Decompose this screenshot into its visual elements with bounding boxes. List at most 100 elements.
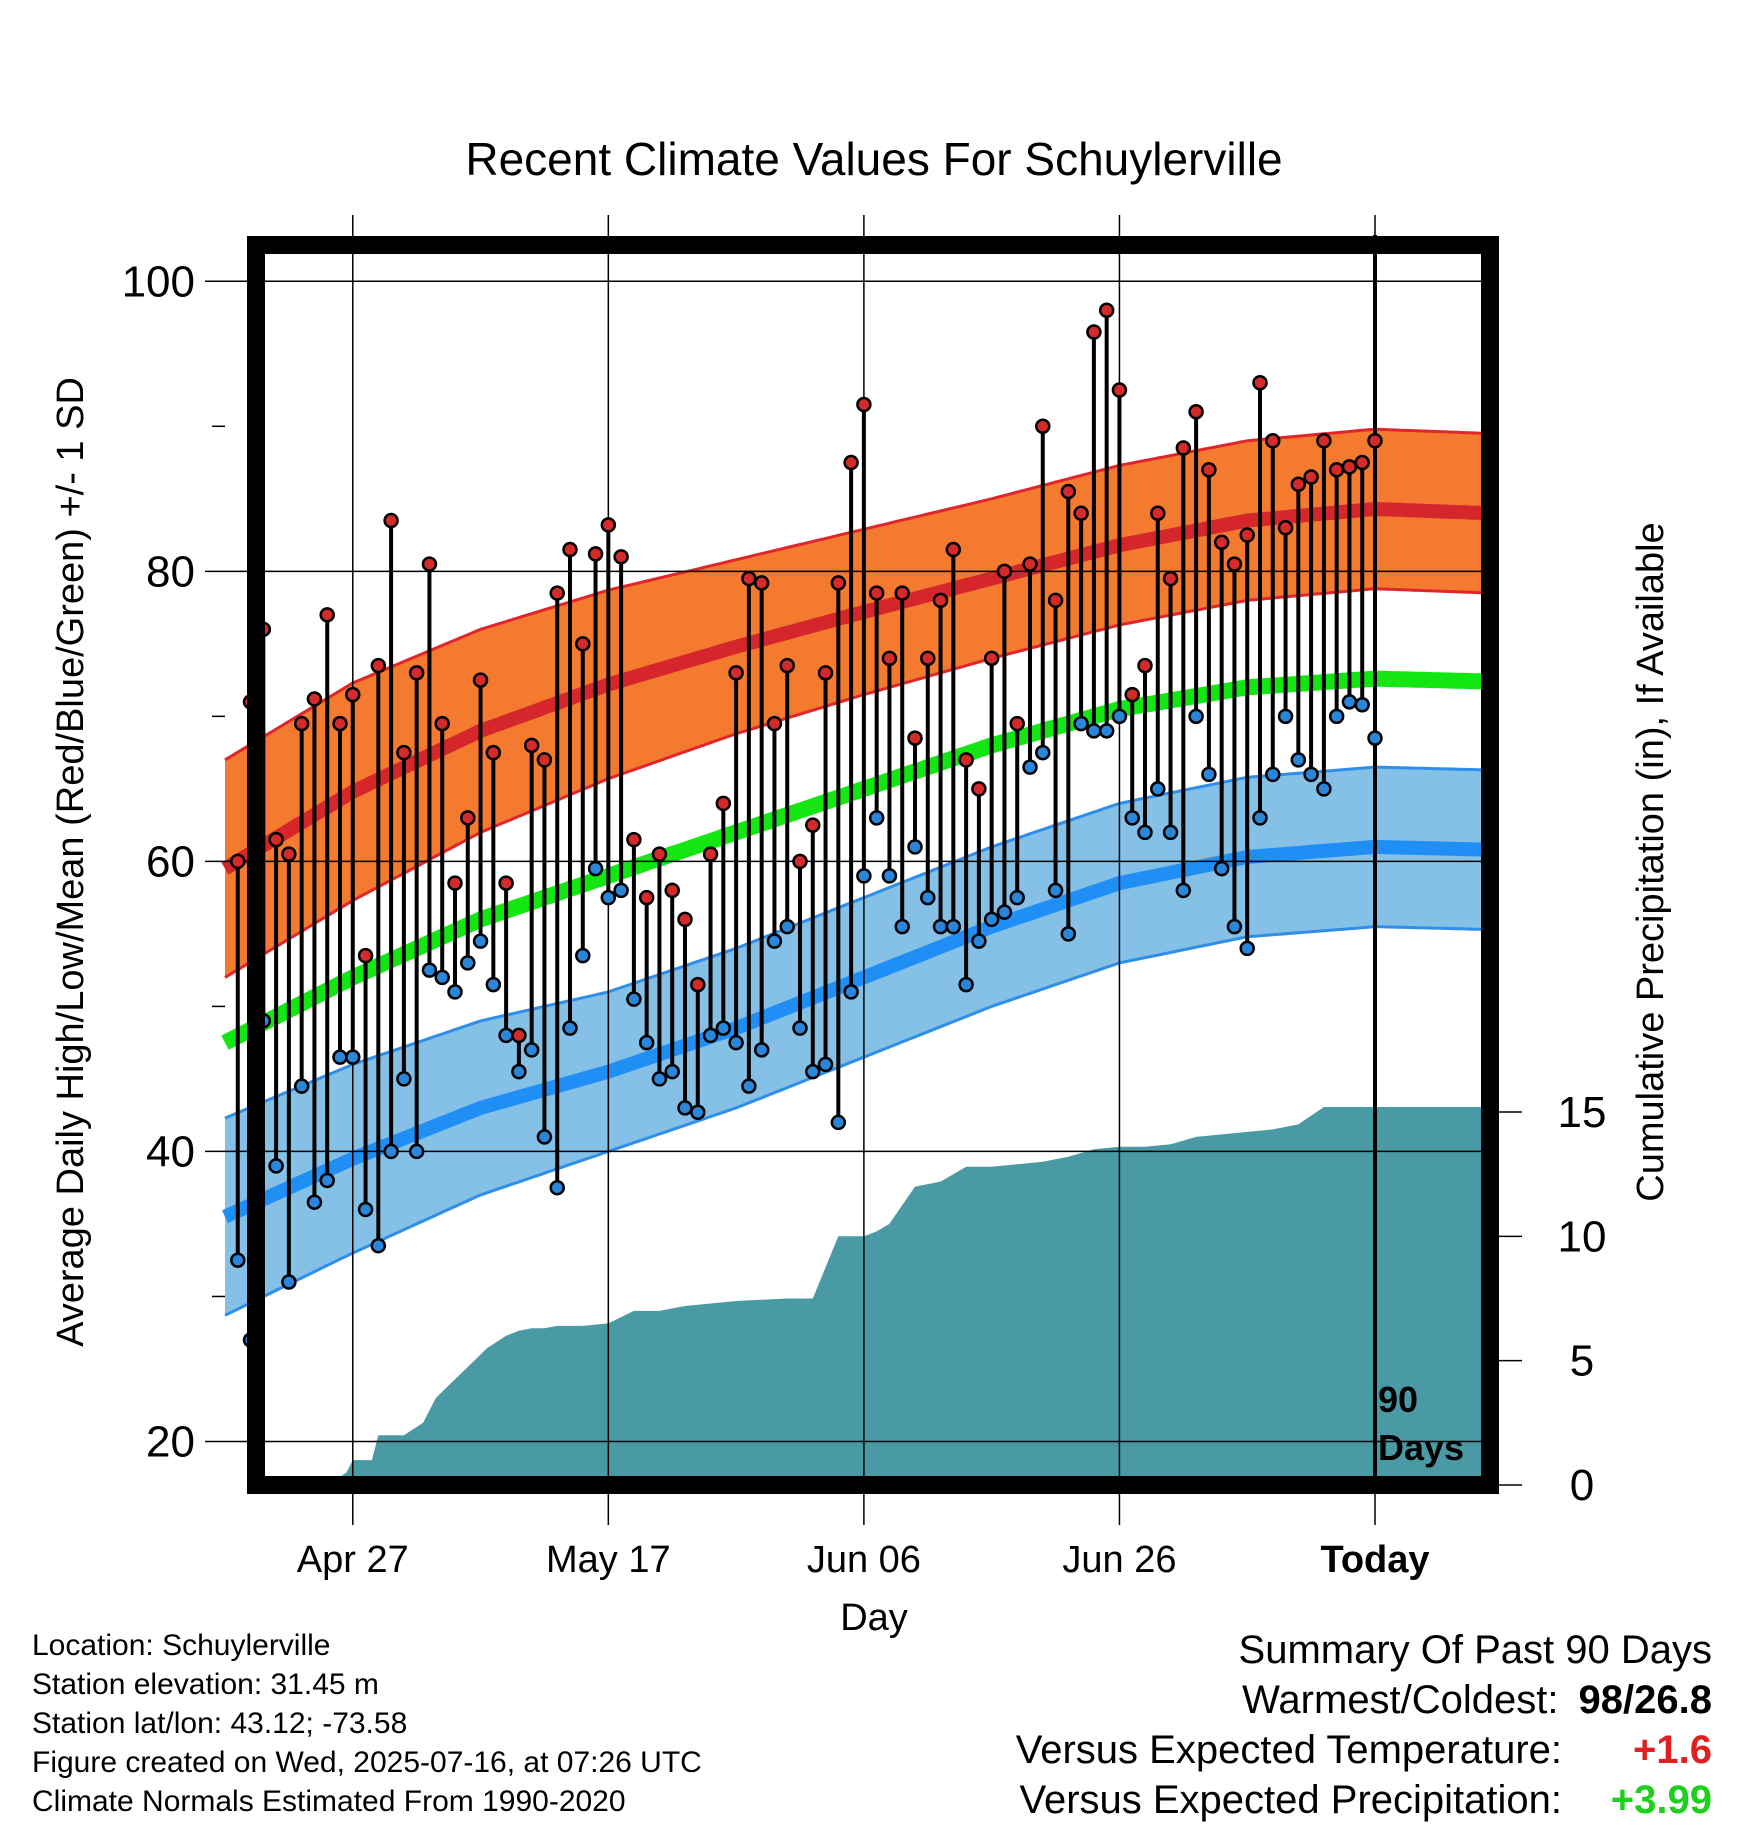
daily-high-point	[1124, 686, 1140, 703]
daily-low-point	[1137, 824, 1153, 841]
daily-low-point	[638, 1034, 655, 1051]
x-tick-label: Apr 27	[297, 1539, 409, 1581]
daily-values-layer	[230, 302, 1383, 1348]
high-lower-sd-line	[224, 587, 1491, 979]
daily-low-point	[600, 889, 617, 906]
x-tick-label: May 17	[546, 1539, 671, 1581]
daily-high-point	[1316, 433, 1332, 449]
y-tick-label: 20	[146, 1417, 195, 1466]
daily-low-point	[1290, 752, 1307, 768]
daily-high-point	[920, 650, 936, 667]
daily-low-point	[536, 1129, 553, 1145]
daily-low-point	[472, 933, 489, 949]
daily-low-point	[1073, 715, 1089, 732]
low-normal-line	[222, 839, 1491, 1224]
daily-low-point	[511, 1063, 527, 1080]
daily-high-point	[664, 882, 680, 899]
high-normal-line	[221, 501, 1491, 875]
daily-low-point	[830, 1114, 847, 1131]
daily-low-point	[996, 904, 1013, 920]
precipitation-area-layer	[225, 1107, 1490, 1485]
daily-low-point	[626, 991, 642, 1007]
daily-high-point	[907, 730, 923, 746]
precip-label: Versus Expected Precipitation:	[1019, 1778, 1562, 1822]
daily-low-point	[613, 882, 629, 899]
daily-low-point	[728, 1034, 744, 1051]
daily-high-point	[1175, 440, 1192, 456]
daily-high-point	[396, 744, 412, 761]
y-tick-label: 40	[146, 1127, 195, 1176]
y-tick-label: 100	[122, 257, 195, 306]
daily-low-point	[753, 1042, 770, 1058]
daily-low-point	[1111, 708, 1128, 725]
y2-tick-label: 5	[1570, 1337, 1594, 1386]
warmest-label: Warmest/Coldest:	[1242, 1678, 1559, 1722]
daily-high-point	[357, 947, 374, 964]
daily-low-point	[920, 889, 936, 906]
summary-precip-row: Versus Expected Precipitation: +3.99	[1016, 1775, 1712, 1825]
location-text: Location: Schuylerville	[32, 1629, 331, 1662]
daily-low-point	[1303, 766, 1319, 783]
summary-warmest-row: Warmest/Coldest: 98/26.8	[1016, 1675, 1712, 1725]
text-layer: Recent Climate Values For Schuylerville …	[50, 133, 1672, 1639]
daily-high-point	[715, 795, 732, 812]
daily-high-point	[894, 585, 910, 601]
x-tick-label: Today	[1320, 1539, 1429, 1581]
daily-high-point	[1201, 462, 1217, 478]
normal-bands-layer	[221, 427, 1491, 1317]
daily-low-point	[1367, 730, 1383, 746]
daily-high-point	[792, 853, 808, 870]
plot-frame	[247, 236, 1499, 1494]
daily-high-point	[1367, 433, 1383, 449]
daily-low-point	[894, 918, 910, 935]
created-text: Figure created on Wed, 2025-07-16, at 07…	[32, 1746, 702, 1779]
daily-low-point	[1188, 708, 1204, 725]
daily-low-point	[945, 918, 962, 935]
daily-high-point	[1111, 382, 1128, 398]
summary-temp-row: Versus Expected Temperature: +1.6	[1016, 1725, 1712, 1775]
daily-low-point	[1201, 766, 1217, 783]
daily-high-point	[230, 853, 246, 870]
daily-high-point	[830, 575, 847, 591]
temp-label: Versus Expected Temperature:	[1015, 1728, 1562, 1772]
daily-high-point	[1060, 483, 1077, 500]
daily-low-point	[1098, 723, 1115, 739]
temp-value: +1.6	[1633, 1728, 1712, 1772]
daily-high-point	[868, 585, 885, 601]
daily-high-point	[1137, 657, 1153, 674]
y2-tick-label: 15	[1558, 1088, 1607, 1137]
daily-high-point	[983, 650, 1000, 667]
today-days-label-number: 90	[1378, 1379, 1418, 1420]
daily-high-point	[1098, 302, 1115, 319]
daily-low-point	[690, 1104, 706, 1121]
daily-high-point	[1341, 459, 1358, 475]
daily-low-point	[408, 1143, 425, 1160]
daily-low-point	[907, 839, 923, 855]
daily-low-point	[1226, 918, 1243, 935]
daily-high-point	[932, 592, 949, 609]
daily-low-point	[715, 1020, 732, 1036]
daily-low-point	[383, 1143, 399, 1160]
y-tick-label: 80	[146, 547, 195, 596]
daily-low-point	[766, 933, 783, 949]
daily-low-point	[971, 933, 987, 949]
precip-value: +3.99	[1610, 1778, 1712, 1822]
daily-low-point	[319, 1172, 335, 1189]
low-lower-sd-line	[224, 925, 1491, 1317]
daily-low-point	[523, 1042, 540, 1058]
daily-low-point	[1162, 824, 1179, 841]
daily-high-point	[319, 607, 335, 623]
daily-high-point	[447, 875, 463, 891]
daily-low-point	[1035, 744, 1051, 761]
y-axis-label: Average Daily High/Low/Mean (Red/Blue/Gr…	[50, 377, 92, 1347]
daily-low-point	[868, 810, 885, 826]
daily-low-point	[805, 1063, 821, 1080]
daily-high-point	[1252, 375, 1268, 391]
daily-high-point	[766, 715, 783, 732]
precipitation-area	[225, 1107, 1490, 1485]
daily-low-point	[587, 860, 604, 877]
daily-low-point	[1009, 889, 1025, 906]
daily-high-point	[856, 396, 872, 413]
y2-tick-label: 0	[1570, 1461, 1594, 1510]
daily-low-point	[932, 918, 949, 935]
